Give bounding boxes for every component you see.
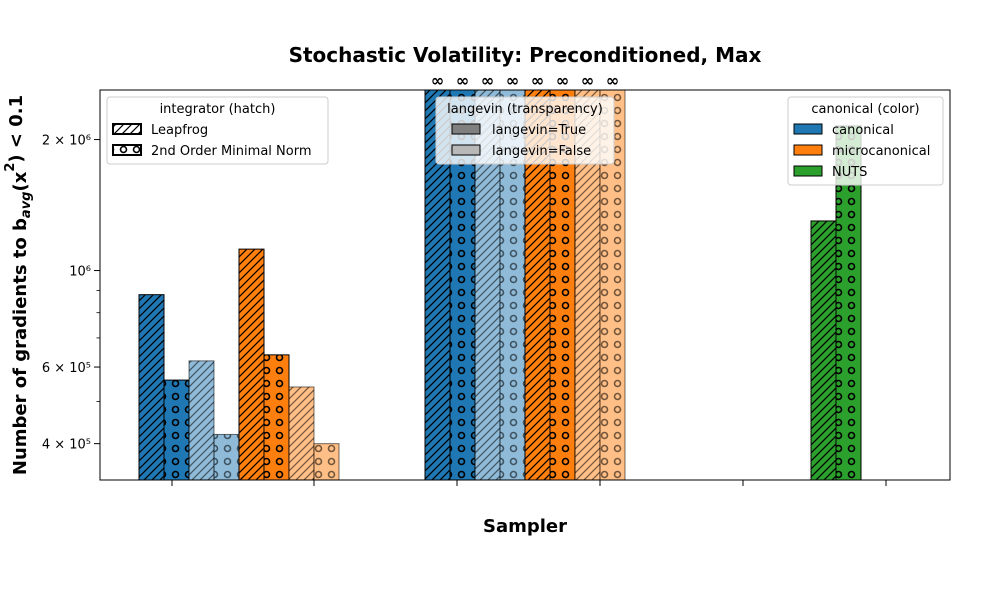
bar-microcanonical-leapfrog-langevin [238,248,265,481]
infinity-label: ∞ [581,71,594,90]
bar-NUTS-leapfrog-langevin [810,220,837,481]
chart-title: Stochastic Volatility: Preconditioned, M… [289,43,762,67]
infinity-markers: ∞ ∞ ∞ ∞ ∞ ∞ ∞ ∞ [431,71,619,90]
x-axis-label: Sampler [483,516,567,537]
y-axis-label: Number of gradients to bavg(x2) < 0.1 [3,95,34,475]
infinity-label: ∞ [431,71,444,90]
legend-swatch [451,144,481,156]
legend-title: canonical (color) [811,102,919,117]
legend-canonical: canonical (color) canonical microcanonical… [787,96,944,186]
y-tick-label: 2 × 10⁶ [42,134,91,149]
infinity-label: ∞ [456,71,469,90]
y-tick-label: 4 × 10⁵ [42,438,91,453]
bar-microcanonical-minimal_norm-langevin [263,354,290,481]
bar-microcanonical-minimal_norm-nolangevin [599,89,626,481]
legend-title: langevin (transparency) [447,102,603,117]
legend-entry-label: Leapfrog [151,123,208,138]
legend-title: integrator (hatch) [160,102,276,117]
legend-entry-label: 2nd Order Minimal Norm [151,144,311,159]
bar-canonical-minimal_norm-langevin [163,379,190,481]
legend-integrator: integrator (hatch) Leapfrog 2nd Order Mini… [106,96,329,165]
infinity-label: ∞ [606,71,619,90]
legend-entry-label: langevin=True [492,123,586,138]
legend-box [106,96,329,165]
plot-frame [99,89,951,481]
legend-swatch [793,144,823,156]
bar-canonical-leapfrog-langevin [138,294,165,481]
bar-microcanonical-minimal_norm-nolangevin [313,443,340,481]
infinity-label: ∞ [481,71,494,90]
infinity-label: ∞ [531,71,544,90]
legend-entry-label: microcanonical [832,144,930,159]
legend-entry-label: langevin=False [492,144,591,159]
y-tick-label: 10⁶ [69,265,91,280]
legend-entry-label: canonical [832,123,894,138]
y-axis: 4 × 10⁵ 6 × 10⁵ 10⁶ 2 × 10⁶ [42,134,100,453]
bar-canonical-minimal_norm-nolangevin [213,433,240,481]
bar-canonical-leapfrog-nolangevin [188,360,215,481]
y-tick-label: 6 × 10⁵ [42,361,91,376]
infinity-label: ∞ [506,71,519,90]
legend-box [787,96,944,186]
legend-entry-label: NUTS [832,165,867,180]
legend-langevin: langevin (transparency) langevin=True lang… [435,96,615,165]
infinity-label: ∞ [556,71,569,90]
legend-swatch [793,165,823,177]
bar-microcanonical-leapfrog-nolangevin [288,386,315,481]
legend-swatch [793,123,823,135]
x-axis [171,480,887,486]
legend-swatch [451,123,481,135]
